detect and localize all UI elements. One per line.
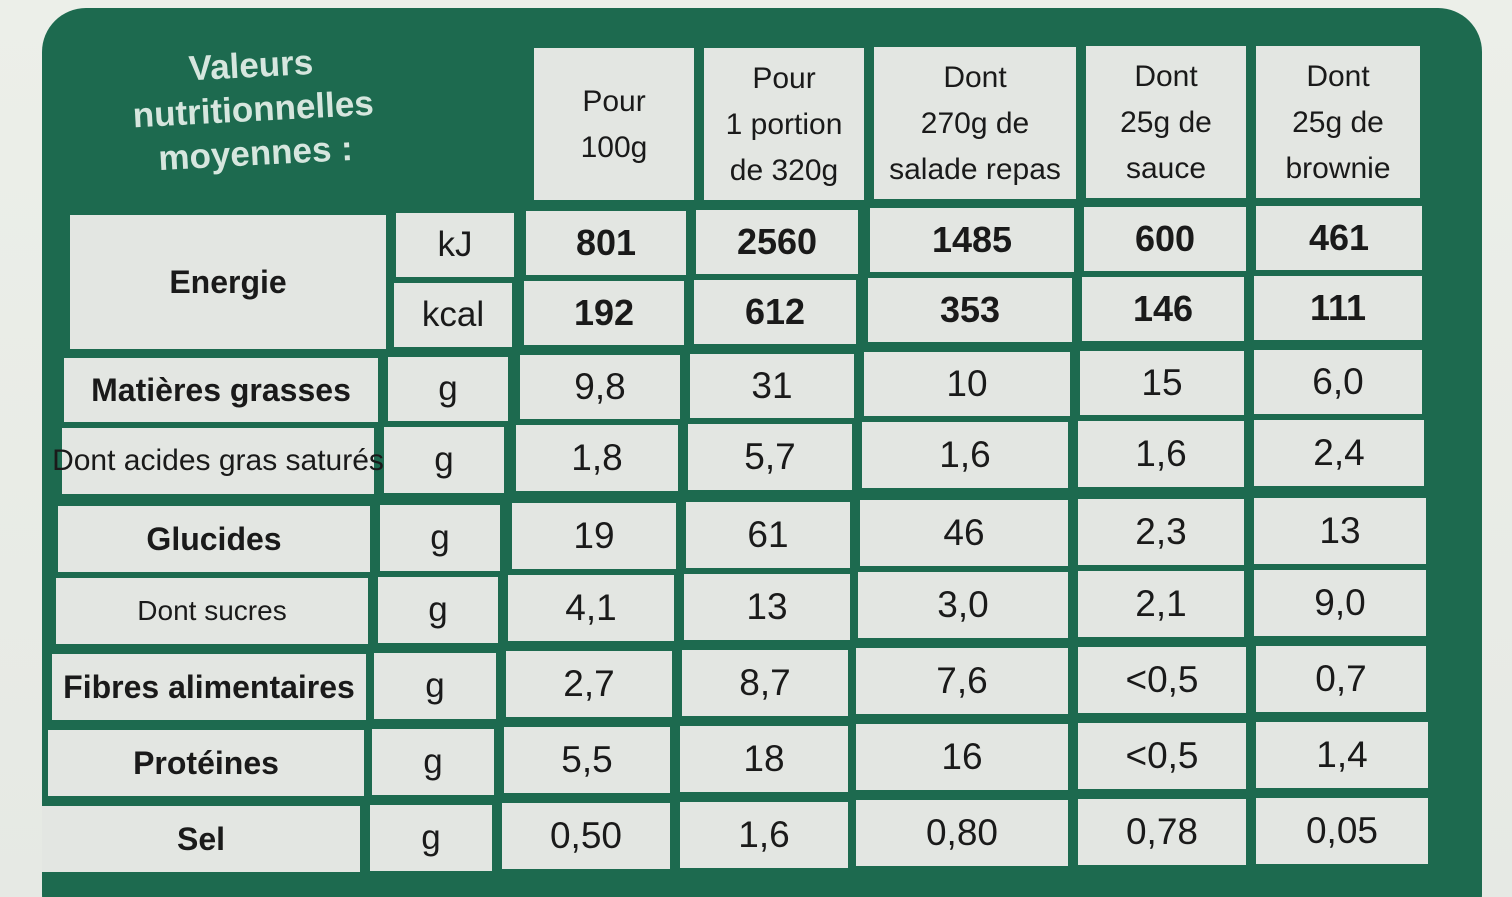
- column-header-sauce: Dont 25g de sauce: [1086, 46, 1246, 198]
- row-label-sel: Sel: [42, 806, 360, 872]
- value-cell: 46: [860, 500, 1068, 566]
- value-cell: 5,7: [688, 424, 852, 490]
- unit-g: g: [380, 505, 500, 571]
- unit-g: g: [388, 357, 508, 421]
- value-cell: 7,6: [856, 648, 1068, 714]
- value-kj-brownie: 461: [1256, 206, 1422, 270]
- value-cell: 4,1: [508, 575, 674, 641]
- value-cell: 9,0: [1254, 570, 1426, 636]
- table-title: Valeurs nutritionnelles moyennes :: [100, 36, 406, 184]
- value-cell: 13: [684, 574, 850, 640]
- unit-g: g: [374, 653, 496, 719]
- value-cell: 16: [856, 724, 1068, 790]
- value-kcal-100g: 192: [524, 281, 684, 345]
- column-header-brownie: Dont 25g de brownie: [1256, 46, 1420, 198]
- value-cell: 15: [1080, 351, 1244, 415]
- value-cell: <0,5: [1078, 723, 1246, 789]
- row-label-matieres-grasses: Matières grasses: [64, 358, 378, 422]
- unit-g: g: [370, 805, 492, 871]
- value-cell: 61: [686, 502, 850, 568]
- row-label-acides-gras-satures: Dont acides gras saturés: [52, 428, 384, 494]
- value-cell: 18: [680, 726, 848, 792]
- column-header-per-100g: Pour 100g: [534, 48, 694, 200]
- value-kj-salade: 1485: [870, 208, 1074, 272]
- value-cell: 3,0: [858, 572, 1068, 638]
- value-kcal-brownie: 111: [1254, 276, 1422, 340]
- row-label-energie: Energie: [70, 215, 386, 349]
- value-cell: 1,6: [680, 802, 848, 868]
- value-kcal-salade: 353: [868, 278, 1072, 342]
- value-cell: 1,4: [1256, 722, 1428, 788]
- unit-g: g: [372, 729, 494, 795]
- value-cell: 0,80: [856, 800, 1068, 866]
- value-cell: <0,5: [1078, 647, 1246, 713]
- unit-kj: kJ: [396, 213, 514, 277]
- value-cell: 2,1: [1078, 571, 1244, 637]
- value-cell: 6,0: [1254, 350, 1422, 414]
- row-label-glucides: Glucides: [58, 506, 370, 572]
- value-cell: 1,6: [1078, 421, 1244, 487]
- value-cell: 2,4: [1254, 420, 1424, 486]
- unit-kcal: kcal: [394, 283, 512, 347]
- value-kj-100g: 801: [526, 211, 686, 275]
- value-cell: 31: [690, 354, 854, 418]
- column-header-per-portion: Pour 1 portion de 320g: [704, 48, 864, 200]
- value-cell: 0,78: [1078, 799, 1246, 865]
- value-cell: 10: [864, 352, 1070, 416]
- value-kj-portion: 2560: [696, 210, 858, 274]
- row-label-dont-sucres: Dont sucres: [56, 578, 368, 644]
- value-cell: 0,05: [1256, 798, 1428, 864]
- value-cell: 1,6: [862, 422, 1068, 488]
- value-kcal-portion: 612: [694, 280, 856, 344]
- column-header-salade: Dont 270g de salade repas: [874, 47, 1076, 199]
- row-label-proteines: Protéines: [48, 730, 364, 796]
- value-cell: 1,8: [516, 425, 678, 491]
- value-cell: 8,7: [682, 650, 848, 716]
- value-kj-sauce: 600: [1084, 207, 1246, 271]
- value-kcal-sauce: 146: [1082, 277, 1244, 341]
- value-cell: 2,3: [1078, 499, 1244, 565]
- value-cell: 19: [512, 503, 676, 569]
- value-cell: 2,7: [506, 651, 672, 717]
- unit-g: g: [384, 427, 504, 493]
- row-label-fibres-alimentaires: Fibres alimentaires: [52, 654, 366, 720]
- unit-g: g: [378, 577, 498, 643]
- value-cell: 5,5: [504, 727, 670, 793]
- value-cell: 0,7: [1256, 646, 1426, 712]
- value-cell: 0,50: [502, 803, 670, 869]
- value-cell: 13: [1254, 498, 1426, 564]
- value-cell: 9,8: [520, 355, 680, 419]
